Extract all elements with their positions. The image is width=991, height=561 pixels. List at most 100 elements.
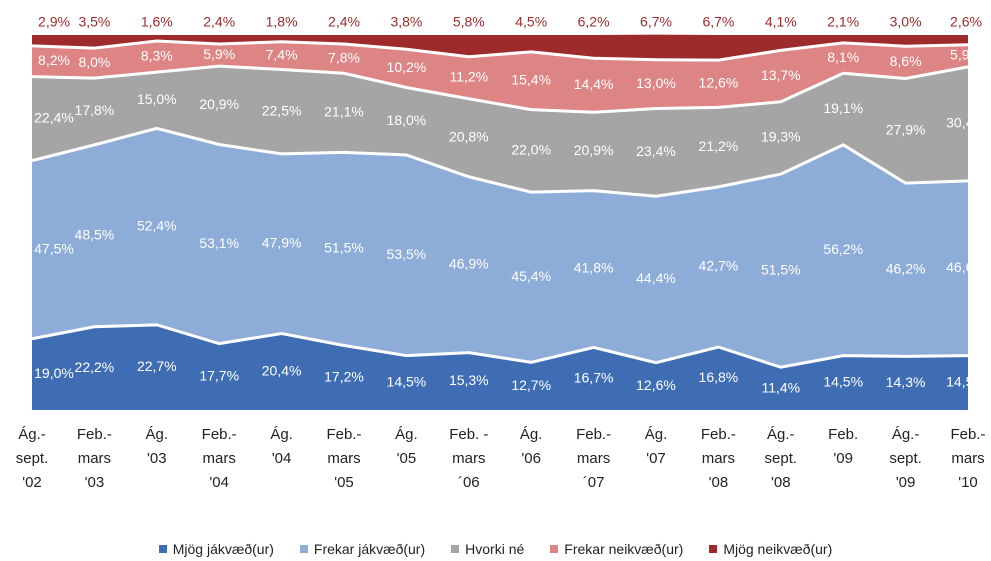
data-label: 44,4%	[636, 270, 676, 286]
x-tick-label: Feb.- mars '04	[201, 426, 237, 491]
data-label: 12,6%	[636, 377, 676, 393]
x-tick-label: Ág. '03	[145, 426, 169, 467]
legend-item: Frekar jákvæð(ur)	[299, 541, 426, 557]
data-label: 45,4%	[511, 268, 551, 284]
legend-item: Frekar neikvæð(ur)	[550, 541, 683, 557]
legend-label: Hvorki né	[465, 541, 525, 557]
x-tick-label: Ág. '07	[644, 426, 668, 467]
data-label: 16,8%	[699, 369, 739, 385]
legend-swatch	[451, 545, 460, 553]
data-label: 17,8%	[75, 102, 115, 118]
data-label: 20,9%	[199, 96, 239, 112]
data-label: 15,4%	[511, 71, 551, 87]
x-tick-label: Ág. '06	[519, 426, 543, 467]
data-label: 52,4%	[137, 217, 177, 233]
data-label: 53,1%	[199, 235, 239, 251]
legend-item: Mjög neikvæð(ur)	[709, 541, 832, 557]
data-label: 10,2%	[387, 59, 427, 75]
data-label: 2,1%	[827, 14, 859, 30]
data-label: 6,7%	[702, 14, 734, 30]
data-label: 14,5%	[946, 374, 986, 390]
data-label: 11,4%	[761, 379, 800, 395]
legend-label: Mjög neikvæð(ur)	[723, 541, 833, 557]
data-label: 12,7%	[511, 377, 551, 393]
data-label: 27,9%	[886, 122, 926, 138]
area	[32, 66, 968, 197]
legend-swatch	[299, 545, 308, 553]
data-label: 30,4%	[946, 115, 986, 131]
legend: Mjög jákvæð(ur) Frekar jákvæð(ur) Hvorki n…	[0, 541, 991, 557]
data-label: 5,9%	[950, 47, 982, 63]
data-label: 20,9%	[574, 142, 614, 158]
data-label: 51,5%	[324, 240, 364, 256]
data-label: 11,2%	[449, 68, 488, 84]
data-label: 8,1%	[827, 49, 859, 65]
x-tick-label: Ág. '04	[270, 426, 293, 467]
data-label: 6,7%	[640, 13, 672, 29]
data-label: 20,4%	[262, 362, 302, 378]
data-label: 21,2%	[699, 138, 739, 154]
data-label: 53,5%	[387, 246, 427, 262]
data-label: 47,9%	[262, 234, 302, 250]
data-label: 3,0%	[890, 14, 922, 30]
area	[32, 324, 968, 410]
data-label: 3,5%	[78, 14, 110, 30]
x-tick-label: Ág.- sept. '09	[889, 426, 922, 491]
data-label: 56,2%	[823, 241, 863, 257]
data-label: 16,7%	[574, 369, 614, 385]
x-tick-label: Feb. '09	[828, 426, 859, 467]
legend-label: Mjög jákvæð(ur)	[172, 541, 274, 557]
data-label: 8,3%	[141, 47, 173, 63]
data-label: 2,9%	[38, 14, 70, 30]
data-label: 19,1%	[823, 100, 863, 116]
legend-label: Frekar jákvæð(ur)	[313, 541, 426, 557]
data-label: 2,4%	[203, 14, 235, 30]
area-boundary	[31, 64, 969, 114]
x-tick-label: Feb.- mars '05	[326, 426, 362, 491]
data-label: 6,2%	[578, 14, 610, 30]
data-label: 4,1%	[765, 14, 797, 30]
data-label: 1,8%	[266, 14, 298, 30]
data-label: 5,8%	[453, 14, 485, 30]
data-label: 14,4%	[574, 76, 614, 92]
x-tick-label: Feb.- mars '08	[700, 426, 736, 491]
data-label: 19,3%	[761, 129, 801, 145]
data-label: 19,0%	[34, 365, 74, 381]
data-label: 46,2%	[886, 260, 926, 276]
data-label: 8,2%	[38, 52, 70, 68]
data-label: 18,0%	[387, 112, 427, 128]
legend-item: Mjög jákvæð(ur)	[158, 541, 274, 557]
data-label: 7,4%	[266, 46, 298, 62]
data-label: 20,8%	[449, 128, 489, 144]
data-label: 17,7%	[199, 368, 239, 384]
data-label: 47,5%	[34, 240, 74, 256]
data-label: 46,6%	[946, 259, 986, 275]
x-tick-label: Feb.- mars '03	[76, 426, 112, 491]
legend-swatch	[550, 545, 559, 553]
data-label: 42,7%	[699, 258, 739, 274]
area-boundary	[31, 39, 969, 62]
area-boundary	[31, 126, 969, 198]
data-label: 5,9%	[203, 46, 235, 62]
data-label: 22,4%	[34, 109, 74, 125]
data-label: 21,1%	[324, 104, 364, 120]
data-label: 2,6%	[950, 14, 982, 30]
legend-swatch	[158, 545, 167, 553]
data-label: 13,7%	[761, 67, 801, 83]
x-tick-label: Feb. - mars ´06	[449, 426, 489, 491]
data-label: 4,5%	[515, 14, 547, 30]
data-label: 8,0%	[78, 54, 110, 70]
data-label: 14,5%	[823, 374, 863, 390]
data-label: 41,8%	[574, 260, 614, 276]
data-label: 15,0%	[137, 91, 177, 107]
data-label: 22,5%	[262, 102, 302, 118]
data-label: 7,8%	[328, 49, 360, 65]
data-label: 17,2%	[324, 368, 364, 384]
data-label: 3,8%	[390, 14, 422, 30]
x-tick-label: Ág.- sept. '08	[764, 426, 798, 491]
data-label: 12,6%	[699, 74, 739, 90]
x-tick-label: Ág. '05	[395, 426, 418, 467]
area-boundary	[31, 323, 969, 369]
data-label: 46,9%	[449, 255, 489, 271]
